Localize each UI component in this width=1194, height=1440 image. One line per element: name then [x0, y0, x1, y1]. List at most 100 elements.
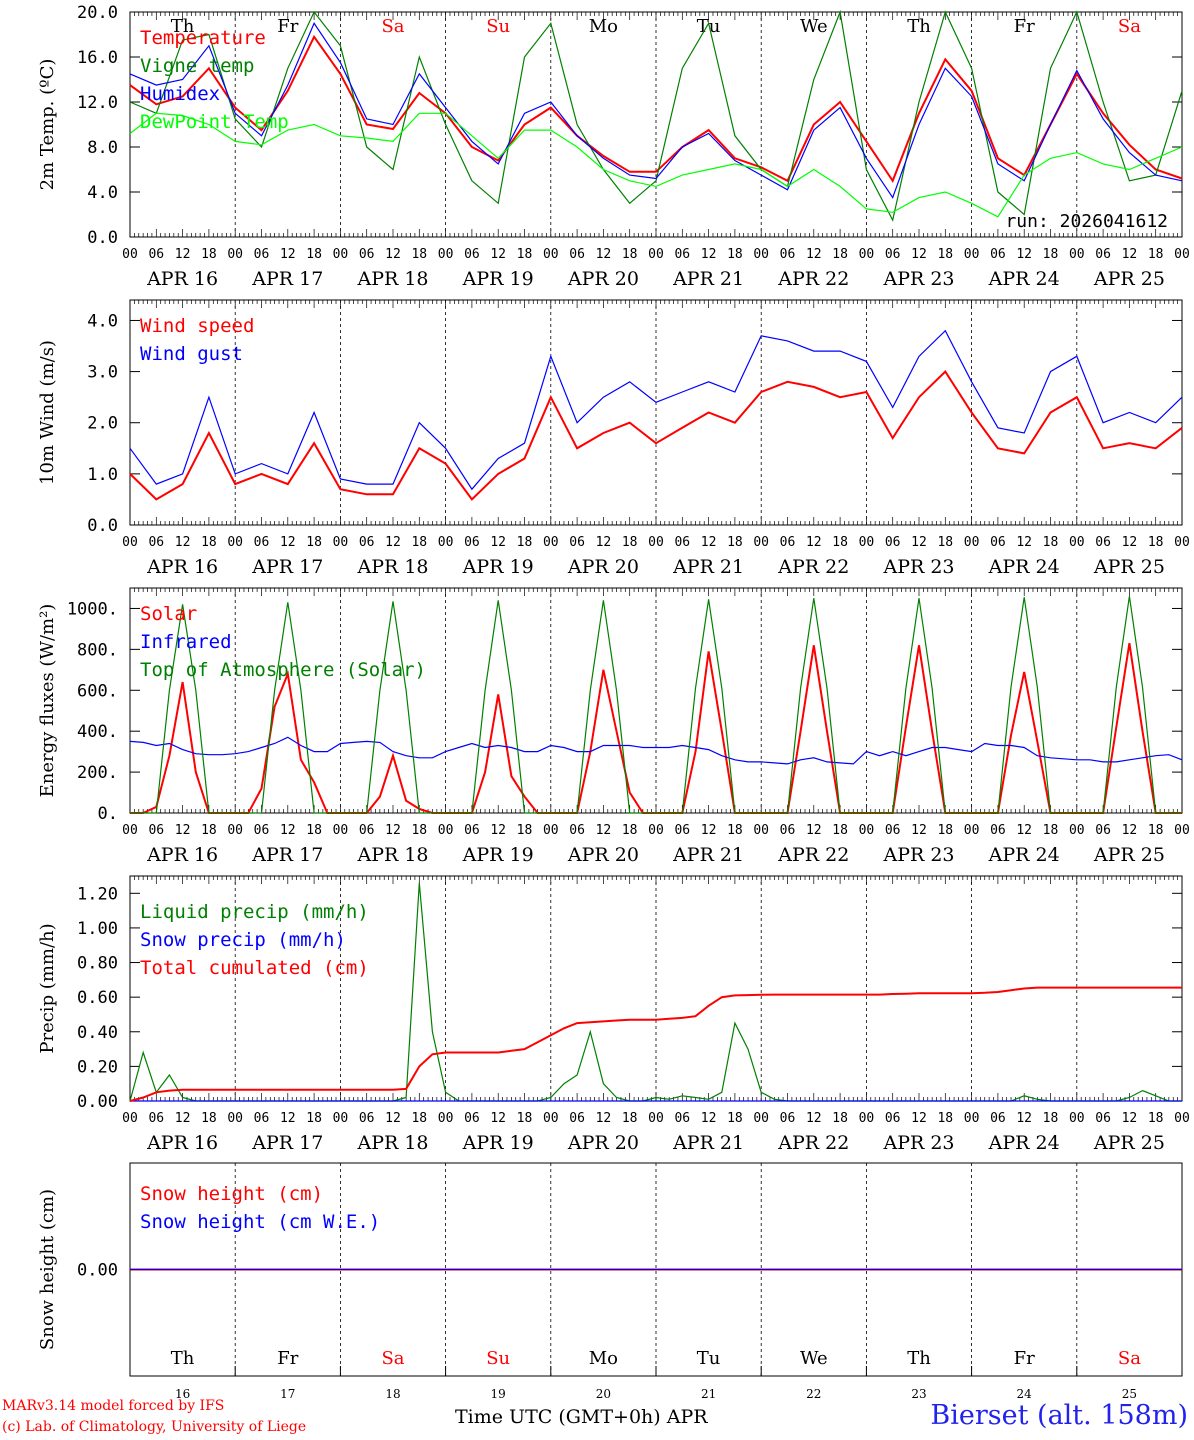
date-label: APR 23 — [882, 1132, 954, 1154]
x-tick-label: 12 — [806, 535, 822, 550]
model-credit: MARv3.14 model forced by IFS — [2, 1398, 225, 1414]
x-tick-label: 12 — [175, 535, 191, 550]
y-tick-label: 3.0 — [87, 363, 118, 383]
day-name-label: Sa — [1118, 16, 1141, 37]
day-number-label: 20 — [596, 1387, 611, 1401]
x-tick-label: 06 — [885, 823, 901, 838]
x-tick-label: 12 — [385, 1111, 401, 1126]
day-name-label: Sa — [381, 16, 404, 37]
x-tick-label: 06 — [990, 535, 1006, 550]
x-tick-label: 00 — [1174, 535, 1190, 550]
x-tick-label: 18 — [411, 823, 427, 838]
x-tick-label: 06 — [148, 823, 164, 838]
x-tick-label: 06 — [674, 823, 690, 838]
y-tick-label: 0.80 — [77, 954, 118, 974]
legend-entry: Total cumulated (cm) — [140, 957, 369, 979]
x-tick-label: 06 — [569, 247, 585, 262]
x-tick-label: 12 — [1016, 535, 1032, 550]
x-tick-label: 00 — [1174, 1111, 1190, 1126]
legend-entry: DewPoint Temp — [140, 111, 289, 133]
day-number-label: 25 — [1122, 1387, 1137, 1401]
y-tick-label: 2.0 — [87, 414, 118, 434]
x-tick-label: 00 — [438, 823, 454, 838]
date-label: APR 19 — [462, 268, 534, 290]
x-tick-label: 12 — [806, 823, 822, 838]
day-name-label: Sa — [1118, 1348, 1141, 1369]
y-tick-label: 1000. — [67, 599, 118, 619]
day-number-label: 16 — [175, 1387, 190, 1401]
x-tick-label: 12 — [175, 1111, 191, 1126]
x-tick-label: 00 — [333, 1111, 349, 1126]
x-tick-label: 12 — [596, 247, 612, 262]
x-tick-label: 00 — [1069, 823, 1085, 838]
x-tick-label: 12 — [911, 535, 927, 550]
y-tick-label: 200. — [77, 763, 118, 783]
x-tick-label: 12 — [1122, 535, 1138, 550]
y-tick-label: 4.0 — [87, 183, 118, 203]
day-name-label: We — [800, 16, 828, 37]
y-tick-label: 0. — [98, 804, 118, 824]
x-tick-label: 00 — [753, 535, 769, 550]
x-tick-label: 12 — [911, 247, 927, 262]
date-label: APR 21 — [672, 556, 744, 578]
date-label: APR 20 — [567, 844, 639, 866]
x-tick-label: 12 — [806, 1111, 822, 1126]
day-name-label: Fr — [1014, 16, 1035, 37]
series-line — [129, 9, 1183, 222]
x-tick-label: 18 — [937, 823, 953, 838]
x-tick-label: 12 — [701, 1111, 717, 1126]
x-tick-label: 06 — [885, 535, 901, 550]
x-tick-label: 12 — [280, 535, 296, 550]
date-label: APR 23 — [882, 268, 954, 290]
x-tick-label: 00 — [333, 823, 349, 838]
x-tick-label: 18 — [517, 535, 533, 550]
series-line — [129, 22, 1183, 199]
x-tick-label: 00 — [859, 535, 875, 550]
day-name-label: Su — [486, 1348, 510, 1369]
date-label: APR 25 — [1093, 1132, 1165, 1154]
day-number-label: 23 — [911, 1387, 926, 1401]
x-tick-label: 00 — [964, 823, 980, 838]
panel-frame — [129, 587, 1183, 814]
day-name-label: Th — [907, 1348, 931, 1369]
x-tick-label: 06 — [359, 1111, 375, 1126]
x-tick-label: 06 — [254, 823, 270, 838]
x-tick-label: 12 — [806, 247, 822, 262]
x-tick-label: 06 — [990, 247, 1006, 262]
x-tick-label: 06 — [780, 535, 796, 550]
x-tick-label: 06 — [359, 247, 375, 262]
date-label: APR 17 — [251, 556, 323, 578]
x-tick-label: 06 — [254, 247, 270, 262]
x-tick-label: 18 — [1148, 535, 1164, 550]
x-tick-label: 00 — [122, 247, 138, 262]
x-tick-label: 12 — [175, 247, 191, 262]
date-label: APR 22 — [777, 1132, 849, 1154]
date-label: APR 17 — [251, 1132, 323, 1154]
x-tick-label: 00 — [438, 1111, 454, 1126]
x-tick-label: 00 — [227, 247, 243, 262]
x-tick-label: 06 — [780, 823, 796, 838]
x-tick-label: 06 — [569, 1111, 585, 1126]
x-tick-label: 12 — [385, 535, 401, 550]
x-tick-label: 12 — [911, 1111, 927, 1126]
x-tick-label: 06 — [1095, 247, 1111, 262]
x-tick-label: 00 — [333, 247, 349, 262]
day-number-label: 22 — [806, 1387, 821, 1401]
x-tick-label: 18 — [937, 535, 953, 550]
x-tick-label: 18 — [1043, 823, 1059, 838]
x-tick-label: 00 — [122, 823, 138, 838]
day-name-label: Fr — [1014, 1348, 1035, 1369]
x-tick-label: 06 — [148, 1111, 164, 1126]
day-name-label: Th — [171, 16, 195, 37]
x-tick-label: 06 — [464, 1111, 480, 1126]
x-tick-label: 12 — [701, 247, 717, 262]
day-name-label: Tu — [697, 16, 721, 37]
x-tick-label: 00 — [1069, 535, 1085, 550]
x-tick-label: 12 — [175, 823, 191, 838]
day-number-label: 19 — [491, 1387, 506, 1401]
x-tick-label: 12 — [280, 823, 296, 838]
date-label: APR 18 — [356, 268, 428, 290]
x-tick-label: 00 — [648, 823, 664, 838]
series-line — [129, 112, 1183, 218]
